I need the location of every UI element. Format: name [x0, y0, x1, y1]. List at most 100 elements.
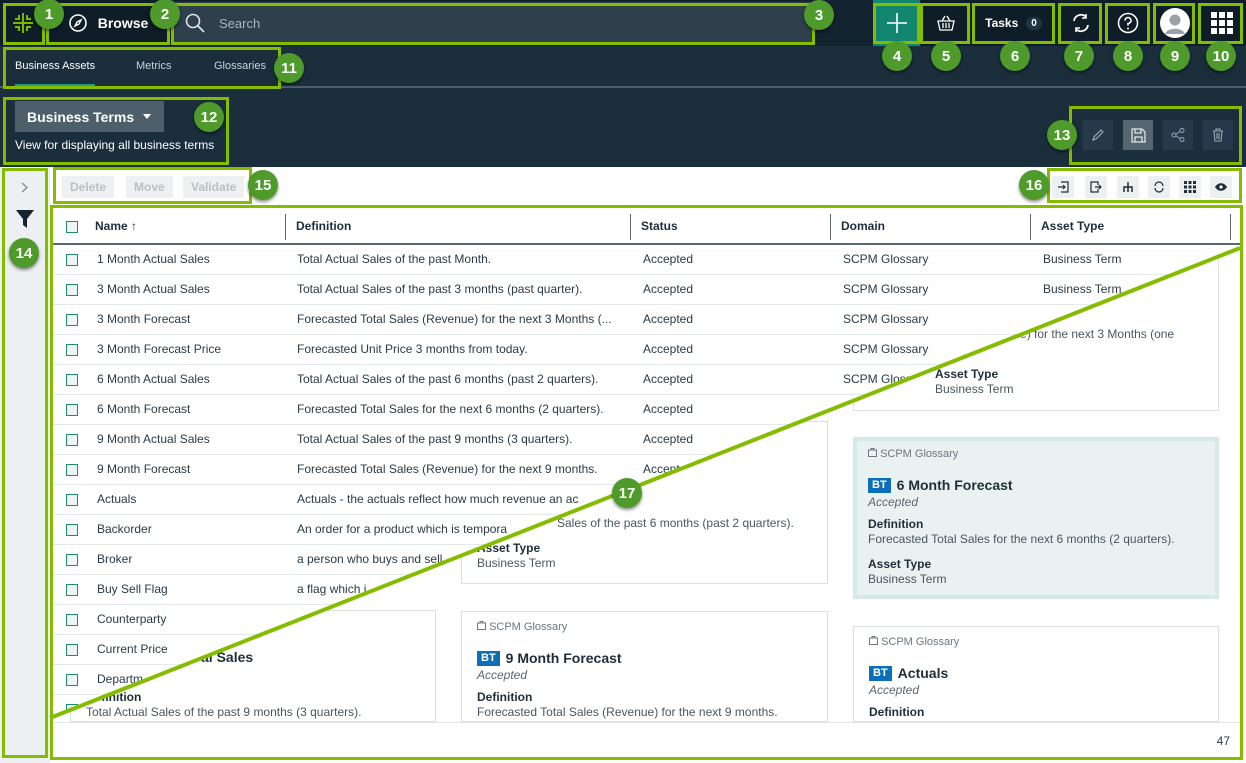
delete-view-button[interactable]	[1203, 120, 1233, 150]
column-header-domain[interactable]: Domain	[841, 219, 886, 233]
asset-tabs: Business Assets Metrics Glossaries	[0, 46, 1246, 88]
annotation-box	[1047, 168, 1242, 203]
annotation-box	[50, 205, 1243, 760]
annotation-box	[2, 168, 48, 758]
filter-icon[interactable]	[15, 209, 35, 229]
edit-view-button[interactable]	[1083, 120, 1113, 150]
search-input[interactable]: Search	[171, 2, 815, 44]
expand-chevron-icon[interactable]	[21, 182, 28, 193]
avatar-icon	[1159, 8, 1190, 38]
tab-glossaries[interactable]: Glossaries	[214, 60, 266, 72]
annotation-number-badge: 13	[1047, 120, 1077, 150]
browse-button[interactable]: Browse	[46, 0, 170, 46]
hierarchy-button[interactable]	[1117, 176, 1139, 198]
annotation-number-badge: 5	[931, 41, 961, 71]
annotation-box	[3, 97, 229, 165]
column-header-definition[interactable]: Definition	[296, 219, 352, 233]
annotation-box	[1069, 106, 1242, 165]
plus-icon	[886, 13, 907, 33]
column-layout-button[interactable]	[1179, 176, 1201, 198]
sort-ascending-icon: ↑	[131, 219, 138, 233]
save-icon	[1130, 127, 1146, 143]
column-divider[interactable]	[1030, 214, 1031, 240]
annotation-box	[1153, 3, 1195, 44]
help-button[interactable]	[1105, 0, 1151, 46]
column-header-asset-type[interactable]: Asset Type	[1041, 219, 1105, 233]
annotation-box	[920, 3, 970, 44]
column-divider[interactable]	[1230, 214, 1231, 240]
grid-icon	[1211, 12, 1233, 34]
column-name-label: Name	[95, 219, 128, 233]
tasks-button[interactable]: Tasks 0	[971, 0, 1056, 46]
view-name: Business Terms	[27, 108, 135, 125]
column-header-status[interactable]: Status	[641, 219, 678, 233]
help-icon	[1117, 12, 1139, 34]
logo-icon	[12, 13, 33, 33]
tasks-label: Tasks	[985, 16, 1019, 30]
annotation-number-badge: 10	[1206, 41, 1236, 71]
annotation-box	[171, 3, 815, 45]
annotation-number-badge: 16	[1019, 170, 1049, 200]
annotation-number-badge: 9	[1160, 41, 1190, 71]
export-button[interactable]	[1085, 176, 1107, 198]
browse-label: Browse	[97, 15, 149, 31]
basket-button[interactable]	[921, 0, 970, 46]
annotation-box	[1105, 3, 1150, 44]
share-view-button[interactable]	[1163, 120, 1193, 150]
annotation-number-badge: 2	[150, 0, 180, 29]
annotation-number-badge: 8	[1113, 41, 1143, 71]
sync-button[interactable]	[1057, 0, 1104, 46]
annotation-box	[972, 3, 1055, 44]
column-divider[interactable]	[630, 214, 631, 240]
annotation-box	[53, 167, 252, 204]
column-divider[interactable]	[830, 214, 831, 240]
basket-icon	[936, 15, 955, 31]
total-count: 47	[1216, 734, 1230, 748]
grid-icon	[1184, 181, 1196, 193]
hierarchy-icon	[1123, 182, 1133, 192]
add-button[interactable]	[873, 0, 920, 46]
eye-icon	[1215, 183, 1227, 191]
select-all-checkbox[interactable]	[66, 221, 78, 233]
trash-icon	[1213, 128, 1223, 142]
validate-button[interactable]: Validate	[183, 176, 245, 198]
user-avatar[interactable]	[1152, 0, 1197, 46]
table-header: Name ↑ Definition Status Domain Asset Ty…	[50, 212, 1240, 245]
tab-metrics[interactable]: Metrics	[136, 60, 172, 72]
annotation-number-badge: 17	[612, 478, 642, 508]
refresh-icon	[1154, 181, 1164, 193]
tab-business-assets[interactable]: Business Assets	[15, 60, 96, 87]
caret-down-icon	[143, 114, 152, 119]
annotation-number-badge: 7	[1064, 41, 1094, 71]
delete-button[interactable]: Delete	[62, 176, 115, 198]
bulk-actions-toolbar: Delete Move Validate	[50, 167, 1240, 207]
table-footer: 47	[50, 722, 1240, 763]
export-icon	[1090, 181, 1102, 193]
move-button[interactable]: Move	[126, 176, 173, 198]
refresh-icon	[1072, 13, 1089, 33]
tasks-count-badge: 0	[1026, 16, 1042, 30]
annotation-box	[1058, 3, 1102, 44]
search-icon	[185, 13, 205, 33]
column-header-name[interactable]: Name ↑	[95, 219, 137, 233]
app-launcher-button[interactable]	[1198, 0, 1246, 46]
annotation-number-badge: 12	[194, 102, 224, 132]
annotation-number-badge: 4	[882, 41, 912, 71]
annotation-number-badge: 1	[34, 0, 64, 29]
search-placeholder: Search	[219, 15, 261, 31]
share-icon	[1171, 128, 1185, 142]
annotation-number-badge: 11	[274, 53, 304, 83]
annotation-number-badge: 14	[9, 238, 39, 268]
annotation-box	[1198, 3, 1243, 44]
view-selector-dropdown[interactable]: Business Terms	[15, 101, 164, 132]
import-icon	[1058, 181, 1069, 193]
refresh-table-button[interactable]	[1148, 176, 1170, 198]
annotation-box	[3, 47, 281, 89]
preview-button[interactable]	[1210, 176, 1232, 198]
annotation-number-badge: 15	[248, 170, 278, 200]
save-view-button[interactable]	[1123, 120, 1153, 150]
column-divider[interactable]	[285, 214, 286, 240]
import-button[interactable]	[1052, 176, 1074, 198]
annotation-box	[873, 3, 920, 44]
pencil-icon	[1092, 129, 1104, 141]
